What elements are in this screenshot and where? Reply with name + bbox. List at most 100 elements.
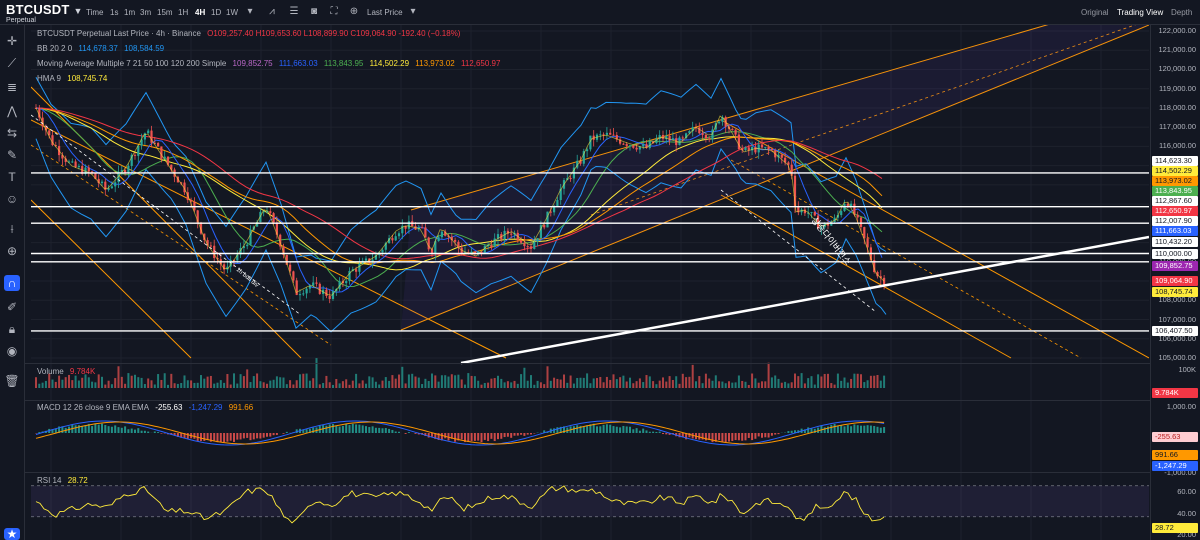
- crosshair-icon[interactable]: ✛: [6, 34, 18, 48]
- macd-histogram-bar: [275, 433, 278, 435]
- candle-body: [315, 282, 318, 284]
- candle-body: [579, 160, 582, 164]
- macd-histogram-bar: [846, 425, 849, 433]
- eye-icon[interactable]: ◉: [6, 344, 18, 358]
- candle-body: [612, 134, 615, 136]
- mode-original[interactable]: Original: [1081, 8, 1109, 17]
- timeframe-time[interactable]: Time: [86, 8, 104, 17]
- volume-bar: [794, 373, 796, 388]
- macd-histogram-bar: [216, 433, 219, 443]
- volume-bar: [388, 380, 391, 388]
- volume-bar: [800, 373, 803, 388]
- pattern-icon[interactable]: ⋀: [7, 104, 17, 118]
- volume-bar: [153, 384, 156, 388]
- timeframe-3m[interactable]: 3m: [140, 8, 152, 17]
- camera-icon[interactable]: ◙: [310, 6, 318, 17]
- indicators-icon[interactable]: ⩘: [269, 6, 275, 17]
- volume-bar: [186, 380, 189, 388]
- macd-histogram-bar: [200, 433, 202, 442]
- candle-body: [236, 254, 239, 261]
- zoom-icon[interactable]: ⊕: [6, 244, 18, 258]
- timeframe-15m[interactable]: 15m: [157, 8, 173, 17]
- macd-histogram-bar: [365, 426, 367, 433]
- macd-histogram-bar: [124, 426, 127, 433]
- chart-canvas[interactable]: 1h bull div 상승다이버전스: [31, 25, 1149, 540]
- candle-body: [312, 282, 315, 286]
- price-source-dropdown[interactable]: Last Price: [367, 8, 403, 17]
- mode-trading-view[interactable]: Trading View: [1117, 8, 1164, 17]
- trash-icon[interactable]: 🗑︎: [4, 374, 20, 388]
- lock-icon[interactable]: 🔒︎: [8, 322, 16, 336]
- drawing-toolbar: ✛ ⟋ ≣ ⋀ ⇆ ✎ T ☺ ⟊ ⊕ ∩ ✐ 🔒︎ ◉ 🗑︎ ★: [0, 25, 25, 540]
- chevron-down-icon[interactable]: ▼: [73, 6, 83, 16]
- volume-bar: [470, 375, 473, 388]
- text-icon[interactable]: T: [8, 170, 16, 184]
- symbol-selector[interactable]: BTCUSDT ▼: [6, 2, 83, 17]
- volume-bar: [787, 383, 790, 388]
- price-tag: 109,064.90: [1152, 276, 1198, 286]
- trendline-icon[interactable]: ⟋: [7, 56, 17, 70]
- emoji-icon[interactable]: ☺: [5, 192, 19, 206]
- macd-histogram-bar: [54, 428, 57, 433]
- macd-histogram-bar: [625, 426, 628, 433]
- macd-histogram-bar: [256, 433, 259, 439]
- volume-bar: [374, 381, 377, 388]
- volume-bar: [483, 382, 486, 388]
- macd-histogram-bar: [794, 430, 796, 433]
- volume-bar: [701, 383, 704, 388]
- macd-histogram-bar: [388, 428, 391, 433]
- lock-drawing-icon[interactable]: ✐: [6, 300, 18, 314]
- candle-body: [681, 137, 684, 139]
- timeframe-1w[interactable]: 1W: [226, 8, 238, 17]
- symbol-name: BTCUSDT ▼: [6, 2, 83, 17]
- volume-bar: [58, 375, 61, 388]
- macd-histogram-bar: [658, 431, 661, 433]
- macd-histogram-bar: [328, 424, 331, 433]
- volume-bar: [810, 376, 813, 388]
- volume-bar: [638, 378, 641, 388]
- timeframe-4h[interactable]: 4H: [195, 8, 206, 17]
- macd-histogram-bar: [213, 433, 216, 441]
- ma-label: Moving Average Multiple 7 21 50 100 120 …: [37, 59, 227, 68]
- add-icon[interactable]: ⊕: [349, 6, 359, 17]
- pane-divider[interactable]: [25, 472, 1200, 473]
- volume-bar: [401, 366, 404, 388]
- fullscreen-icon[interactable]: ⛶: [330, 6, 338, 17]
- magnet-icon[interactable]: ∩: [4, 275, 20, 291]
- favorite-icon[interactable]: ★: [4, 528, 20, 540]
- chart-settings-icon[interactable]: ☰: [289, 6, 299, 17]
- candle-body: [74, 161, 77, 167]
- macd-line-value: -1,247.29: [188, 403, 223, 412]
- macd-histogram-bar: [754, 433, 757, 439]
- volume-bar: [130, 375, 133, 388]
- chevron-down-icon[interactable]: ▾: [410, 6, 416, 17]
- volume-bar: [143, 384, 146, 388]
- timeframe-1m[interactable]: 1m: [124, 8, 136, 17]
- candle-body: [262, 211, 265, 213]
- candle-body: [434, 241, 437, 254]
- pane-divider[interactable]: [25, 363, 1200, 364]
- candle-body: [147, 130, 150, 134]
- projection-icon[interactable]: ⇆: [6, 126, 18, 140]
- candle-body: [879, 276, 882, 278]
- descending-channel-midline: [730, 159, 1082, 359]
- chevron-down-icon[interactable]: ▾: [247, 6, 253, 17]
- timeframe-1d[interactable]: 1D: [211, 8, 222, 17]
- brush-icon[interactable]: ✎: [6, 148, 18, 162]
- candle-body: [454, 240, 457, 242]
- volume-bar: [850, 378, 853, 388]
- macd-histogram-bar: [209, 433, 212, 442]
- ruler-icon[interactable]: ⟊: [10, 222, 14, 236]
- timeframe-1h[interactable]: 1H: [178, 8, 189, 17]
- mode-depth[interactable]: Depth: [1171, 8, 1193, 17]
- volume-bar: [140, 377, 143, 388]
- volume-bar: [774, 375, 777, 388]
- volume-bar: [615, 379, 618, 388]
- volume-bar: [117, 366, 120, 388]
- volume-bar: [487, 382, 490, 388]
- pane-divider[interactable]: [25, 400, 1200, 401]
- timeframe-1s[interactable]: 1s: [110, 8, 119, 17]
- volume-bar: [711, 380, 714, 388]
- fib-icon[interactable]: ≣: [6, 80, 18, 94]
